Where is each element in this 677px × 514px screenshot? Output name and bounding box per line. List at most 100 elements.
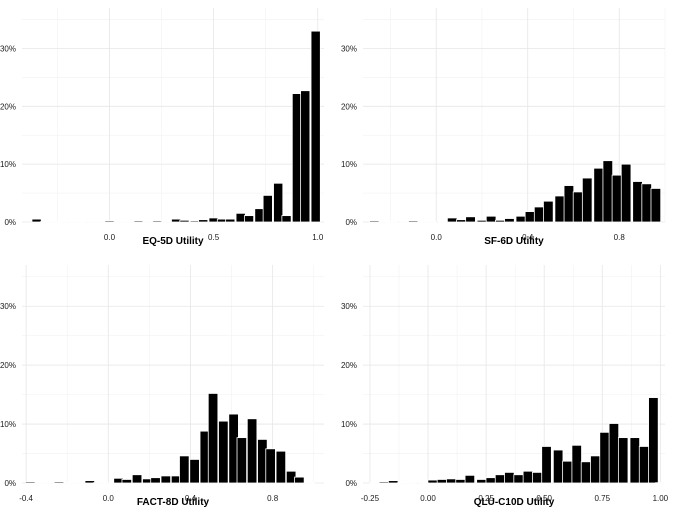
histogram-bar bbox=[291, 93, 302, 223]
histogram-bar bbox=[593, 167, 604, 223]
y-tick-label: 10% bbox=[0, 160, 16, 169]
x-tick-label: 0.4 bbox=[185, 494, 197, 503]
histogram-bar bbox=[294, 476, 305, 484]
y-tick-label: 30% bbox=[341, 302, 357, 311]
histogram-bar bbox=[300, 90, 311, 223]
x-axis-label: SF-6D Utility bbox=[484, 236, 544, 247]
histogram-bar bbox=[572, 191, 584, 223]
histogram-bar bbox=[84, 480, 96, 484]
x-tick-label: 0.8 bbox=[267, 494, 279, 503]
histogram-bar bbox=[133, 220, 144, 223]
histogram-bar bbox=[522, 470, 534, 484]
histogram-bar bbox=[369, 220, 380, 223]
panel-fact8d: 0% 10% 20% 30% -0.4 0.0 0.4 0.8 FACT-8D Utility bbox=[0, 265, 324, 508]
histogram-bar bbox=[235, 212, 246, 223]
histogram-bar bbox=[254, 208, 265, 223]
y-tick-label: 10% bbox=[341, 160, 357, 169]
x-axis-label: EQ-5D Utility bbox=[142, 236, 204, 247]
y-tick-label: 20% bbox=[341, 102, 357, 111]
histogram-bar bbox=[53, 481, 65, 484]
histogram-bar bbox=[543, 200, 554, 223]
histogram-bar bbox=[218, 420, 229, 484]
panel-sf6d: 0% 10% 20% 30% 0.0 0.4 0.8 SF-6D Utility bbox=[341, 8, 666, 247]
x-tick-label: -0.4 bbox=[19, 494, 33, 503]
x-tick-label: 1.0 bbox=[312, 233, 324, 242]
histogram-bar bbox=[541, 446, 552, 484]
histogram-bar bbox=[485, 477, 496, 484]
histogram-bar bbox=[465, 216, 476, 223]
histogram-bar bbox=[31, 218, 42, 223]
y-tick-label: 30% bbox=[341, 44, 357, 53]
histogram-bar bbox=[580, 461, 592, 484]
x-tick-label: 0.50 bbox=[536, 494, 552, 503]
histogram-bar bbox=[179, 455, 190, 484]
x-tick-label: 1.00 bbox=[653, 494, 669, 503]
histogram-bar bbox=[590, 455, 601, 484]
histogram-bar bbox=[504, 218, 515, 223]
y-tick-label: 30% bbox=[0, 302, 16, 311]
histogram-bar bbox=[476, 219, 488, 223]
histogram-bar bbox=[171, 218, 182, 223]
histogram-bar bbox=[179, 219, 190, 223]
x-tick-label: 0.00 bbox=[420, 494, 436, 503]
histogram-bar bbox=[273, 182, 284, 223]
histogram-bar bbox=[446, 217, 458, 223]
histogram-bar bbox=[160, 475, 172, 484]
histogram-bar bbox=[408, 220, 419, 223]
y-tick-label: 0% bbox=[4, 479, 16, 488]
histogram-bar bbox=[208, 217, 219, 223]
histogram-bar bbox=[513, 474, 524, 484]
y-tick-label: 0% bbox=[345, 218, 357, 227]
histogram-bar bbox=[198, 219, 209, 223]
histogram-bar bbox=[476, 479, 487, 484]
histogram-bar bbox=[225, 218, 236, 223]
histogram-bar bbox=[620, 163, 632, 223]
y-tick-label: 20% bbox=[0, 361, 16, 370]
y-tick-label: 30% bbox=[0, 44, 16, 53]
y-tick-label: 10% bbox=[341, 420, 357, 429]
histogram-bar bbox=[243, 215, 255, 223]
y-tick-label: 20% bbox=[0, 102, 16, 111]
histogram-bar bbox=[262, 194, 273, 223]
histogram-bar bbox=[533, 206, 545, 223]
histogram-bar bbox=[641, 183, 652, 223]
histogram-bar bbox=[104, 220, 115, 223]
histogram-bar bbox=[216, 218, 227, 223]
histogram-bar bbox=[275, 450, 287, 484]
panel-eq5d: 0% 10% 20% 30% 0.0 0.5 1.0 EQ-5D Utility bbox=[0, 8, 324, 247]
histogram-bar bbox=[427, 479, 438, 484]
histogram-bar bbox=[554, 195, 566, 223]
histogram-bar bbox=[495, 219, 506, 223]
histogram-bar bbox=[131, 474, 143, 484]
x-tick-label: 0.0 bbox=[431, 233, 443, 242]
x-tick-label: 0.5 bbox=[208, 233, 220, 242]
histogram-bar bbox=[378, 481, 390, 484]
histogram-bar bbox=[611, 174, 623, 223]
histogram-bar bbox=[207, 393, 219, 484]
y-tick-label: 0% bbox=[345, 479, 357, 488]
histogram-bar bbox=[599, 431, 610, 484]
histogram-bar bbox=[310, 30, 321, 223]
x-tick-label: 0.0 bbox=[104, 233, 116, 242]
histogram-bar bbox=[387, 480, 399, 484]
histogram-bar bbox=[494, 474, 506, 484]
histogram-bar bbox=[455, 479, 466, 484]
histogram-bar bbox=[236, 437, 248, 484]
histogram-bar bbox=[581, 177, 593, 223]
histogram-bar bbox=[632, 181, 643, 223]
histogram-bar bbox=[189, 459, 200, 484]
histogram-bar bbox=[189, 220, 200, 223]
x-tick-label: 0.8 bbox=[614, 233, 626, 242]
histogram-bar bbox=[515, 215, 527, 223]
histogram-bar bbox=[152, 220, 163, 223]
histogram-bar bbox=[524, 211, 536, 223]
histogram-bar bbox=[265, 448, 276, 484]
histogram-bar bbox=[562, 460, 573, 484]
y-tick-label: 0% bbox=[4, 218, 16, 227]
histogram-bar bbox=[571, 444, 582, 484]
histogram-bar bbox=[464, 474, 476, 484]
histogram-bar bbox=[504, 471, 515, 484]
x-tick-label: 0.25 bbox=[478, 494, 494, 503]
panel-qluc10d: 0% 10% 20% 30% -0.25 0.00 0.25 0.50 0.75 1.00 QLU-… bbox=[341, 265, 669, 508]
